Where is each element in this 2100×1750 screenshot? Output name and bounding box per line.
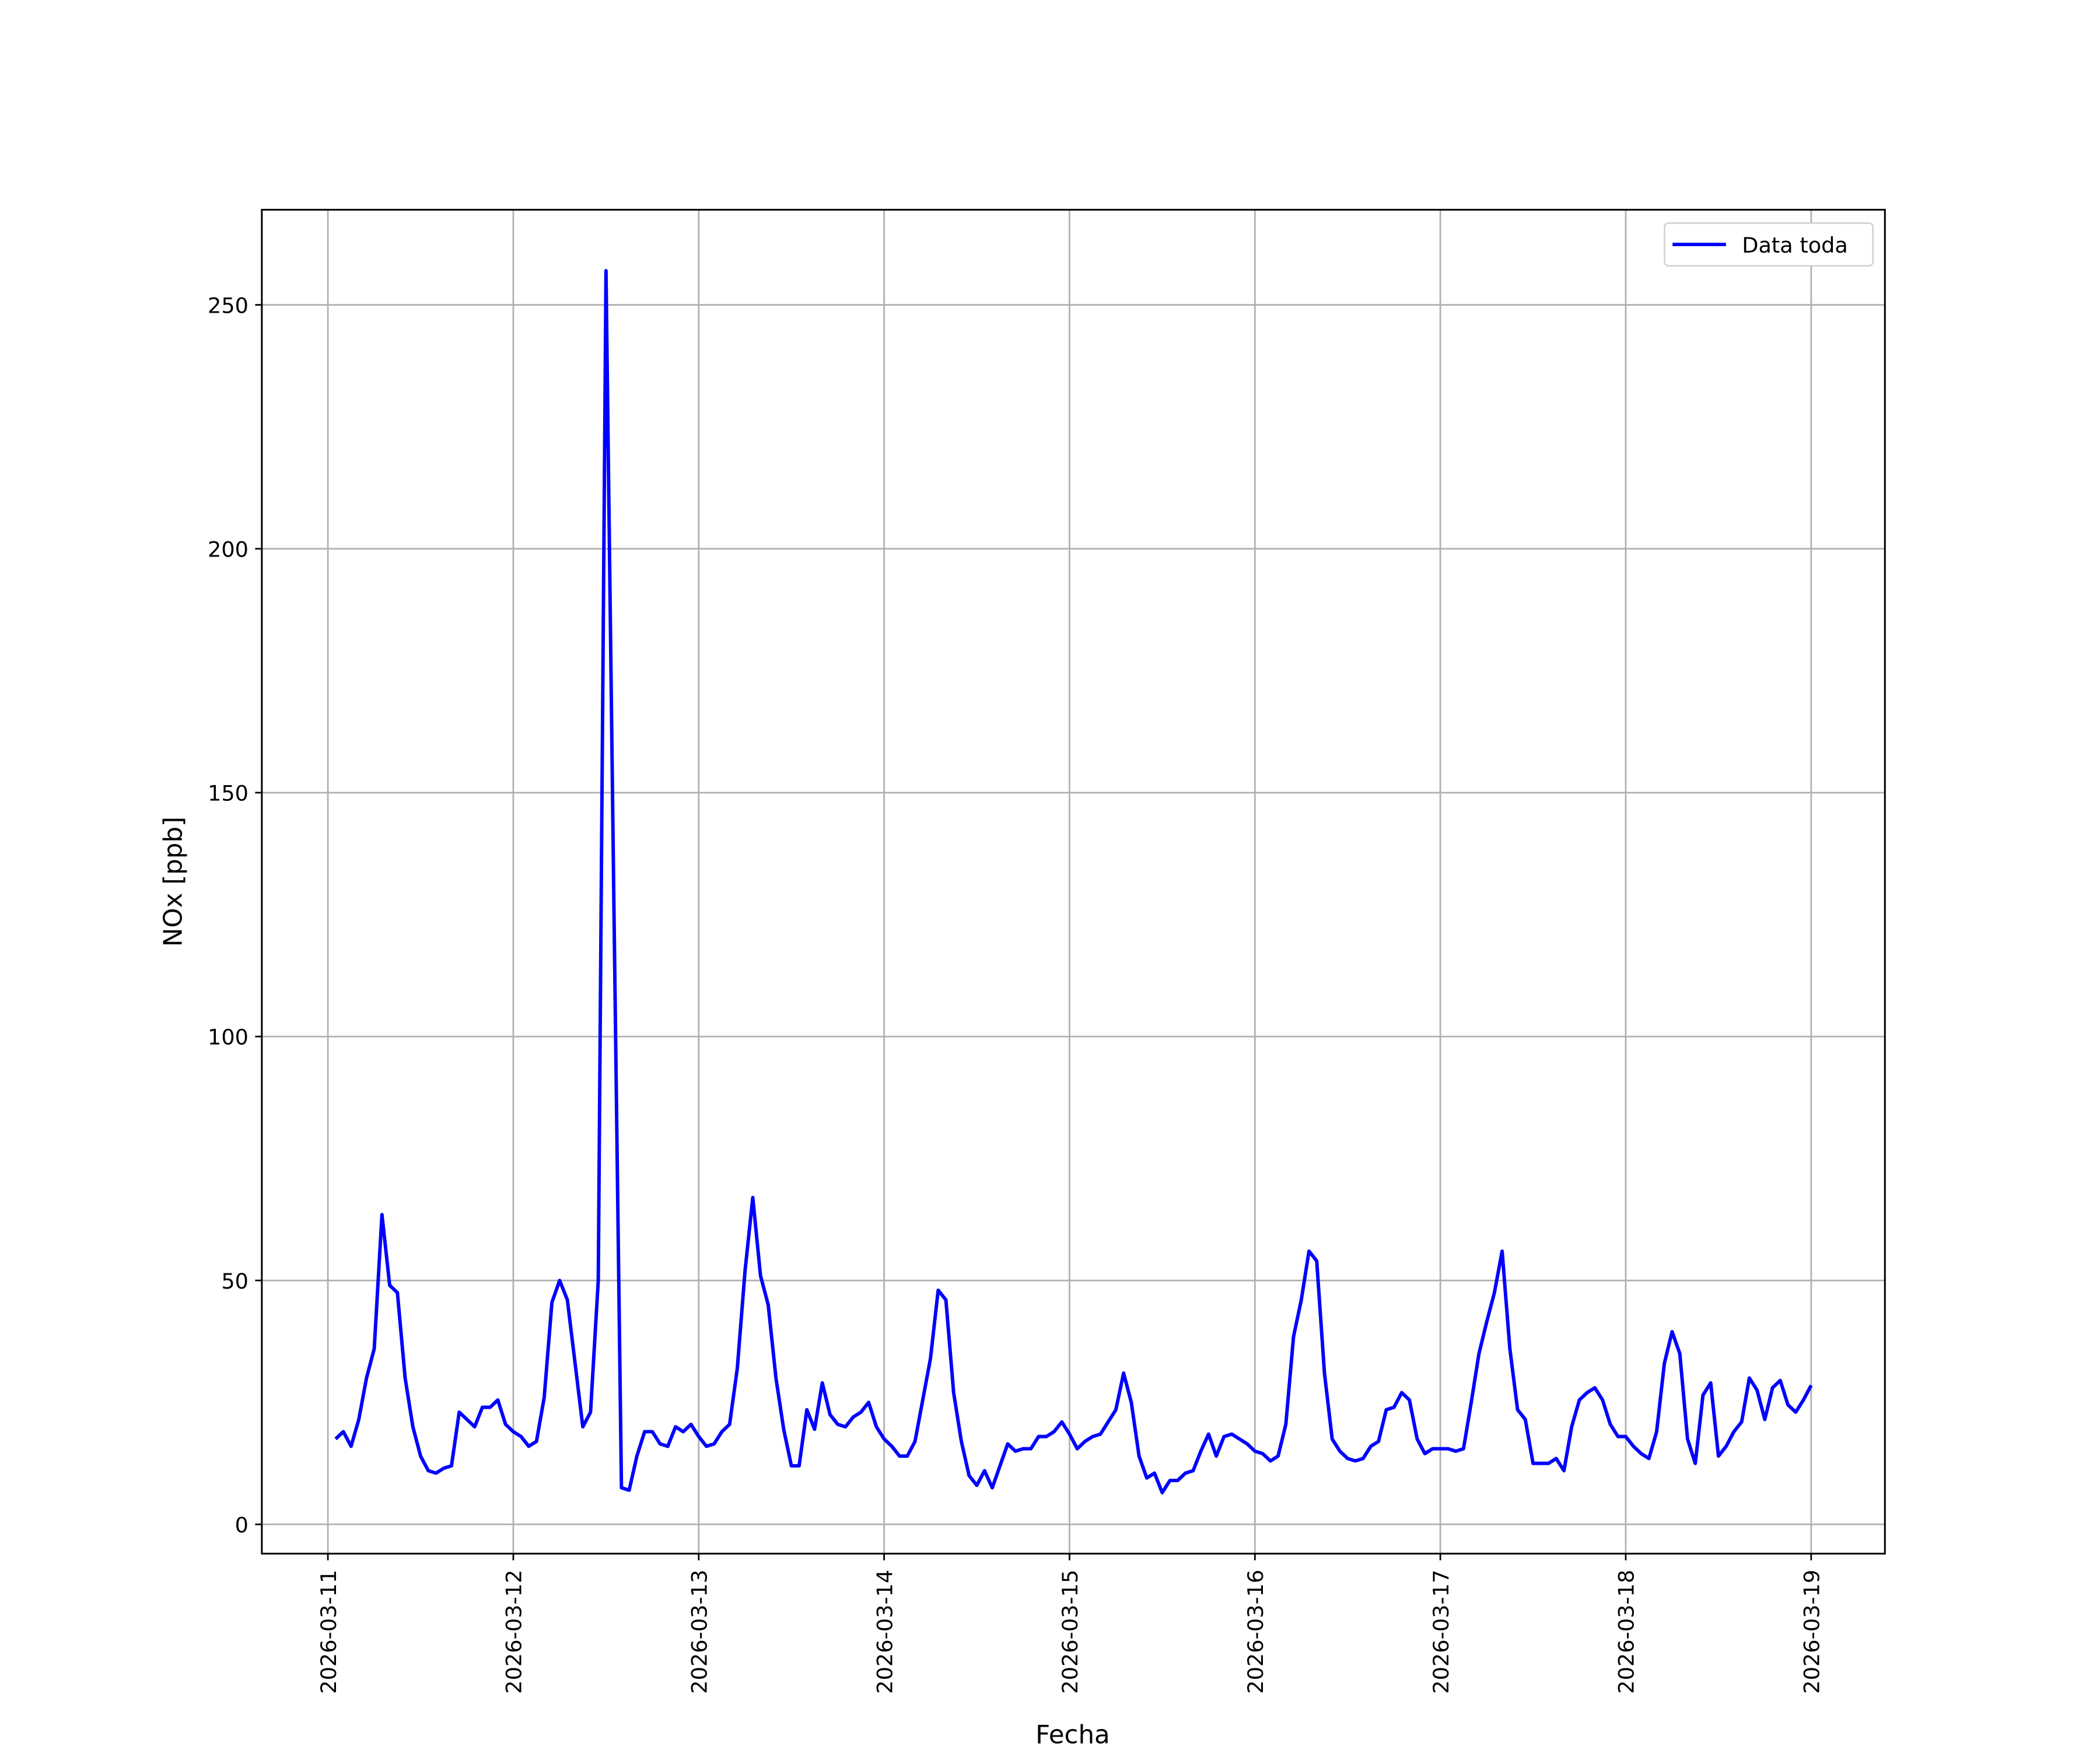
- x-tick-label: 2026-03-14: [872, 1570, 897, 1694]
- x-tick-label: 2026-03-19: [1800, 1570, 1825, 1694]
- plot-frame: [261, 209, 1886, 1555]
- y-tick-label: 0: [235, 1513, 249, 1538]
- legend-box: [1664, 222, 1874, 267]
- x-tick-label: 2026-03-15: [1058, 1570, 1083, 1694]
- y-tick-label: 150: [208, 781, 249, 806]
- y-tick-label: 100: [208, 1025, 249, 1050]
- x-tick-label: 2026-03-11: [316, 1570, 341, 1694]
- y-tick-label: 250: [208, 293, 249, 318]
- x-axis-label: Fecha: [1035, 1721, 1110, 1750]
- legend-label: Data toda: [1742, 233, 1848, 258]
- x-tick-label: 2026-03-17: [1429, 1570, 1454, 1694]
- y-tick-label: 50: [221, 1269, 249, 1294]
- y-tick-label: 200: [208, 537, 249, 562]
- x-tick-label: 2026-03-18: [1614, 1570, 1639, 1694]
- x-tick-label: 2026-03-16: [1243, 1570, 1268, 1694]
- y-axis-label: NOx [ppb]: [159, 817, 188, 947]
- x-tick-label: 2026-03-13: [687, 1570, 712, 1694]
- x-tick-label: 2026-03-12: [502, 1570, 527, 1694]
- line-series: [334, 269, 1813, 1494]
